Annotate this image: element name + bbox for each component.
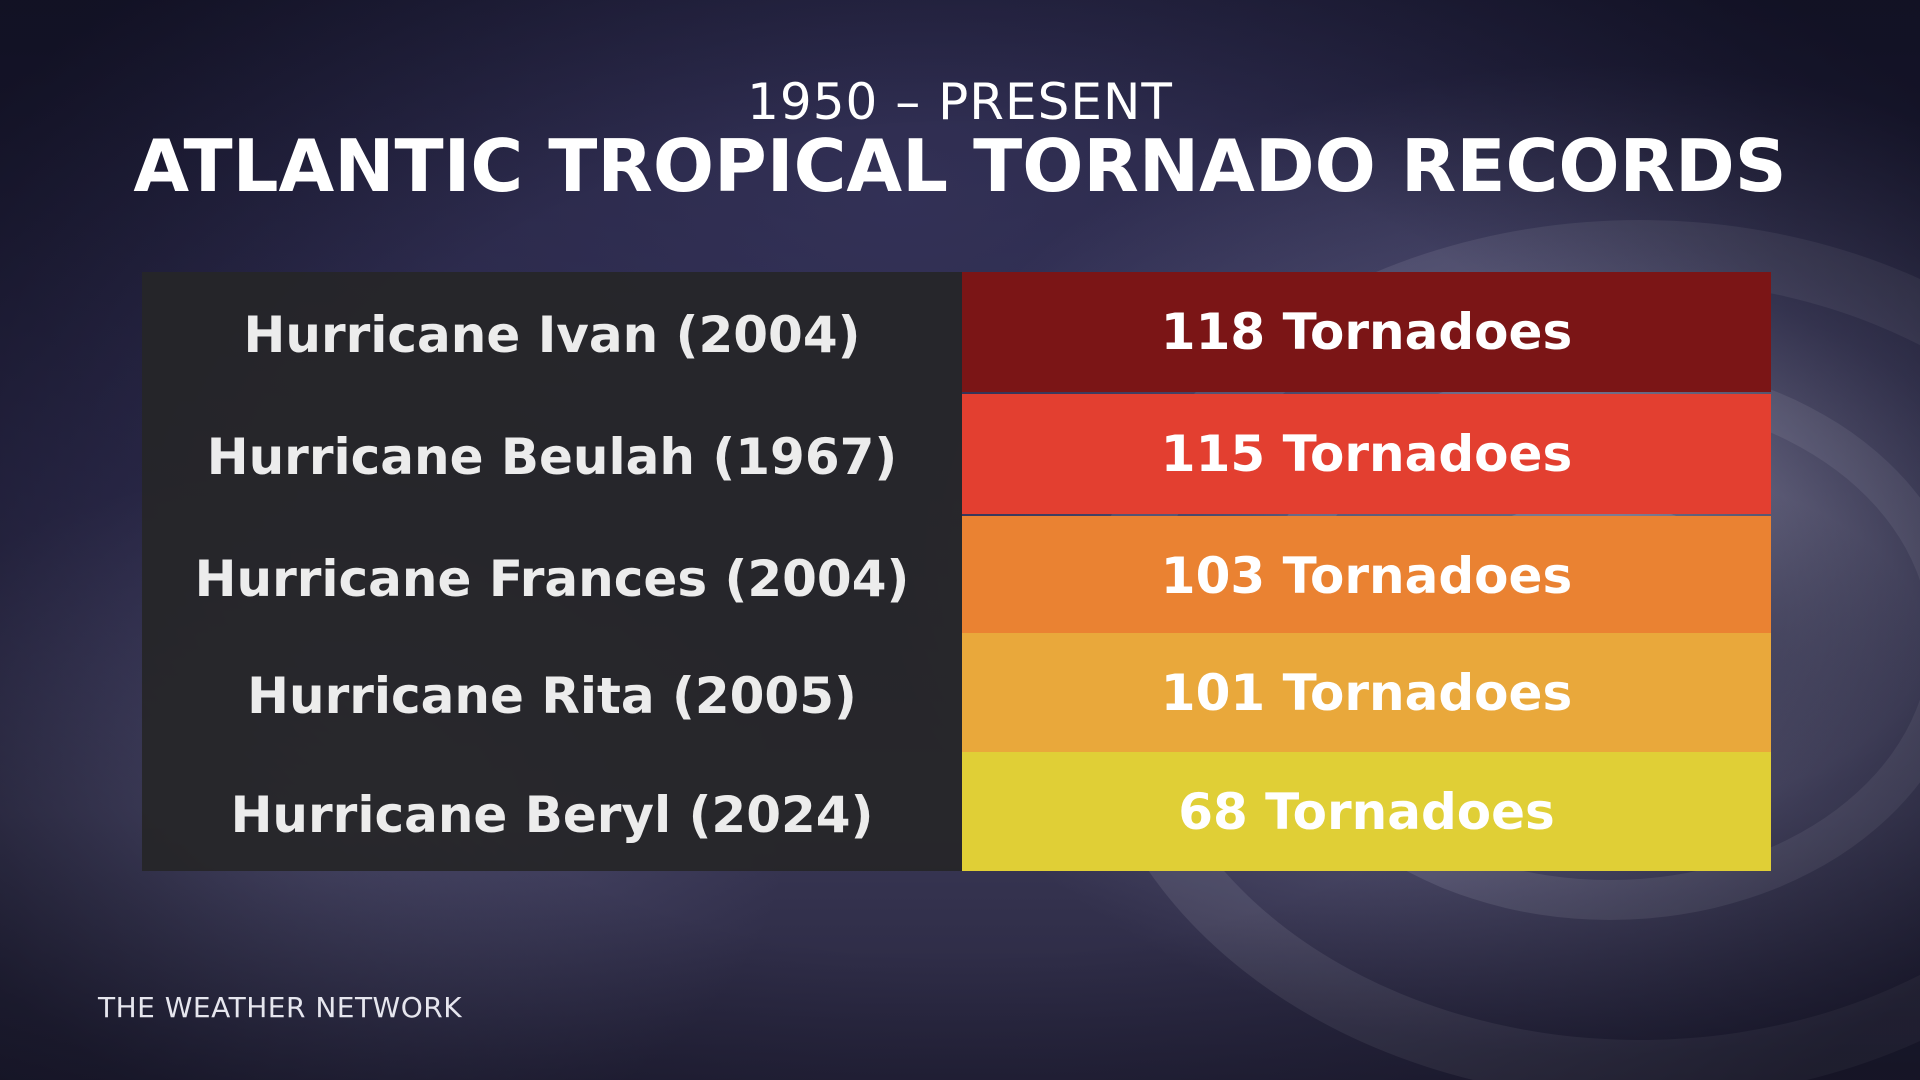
hurricane-name-cell: Hurricane Beryl (2024) [230, 786, 874, 844]
tornado-count-cell: 101 Tornadoes [962, 633, 1771, 753]
names-panel [142, 272, 962, 871]
hurricane-name-cell: Hurricane Frances (2004) [194, 550, 910, 608]
tornado-count-cell: 118 Tornadoes [962, 272, 1771, 392]
tornado-count-cell: 115 Tornadoes [962, 394, 1771, 514]
chart-title: ATLANTIC TROPICAL TORNADO RECORDS [133, 124, 1787, 208]
network-brand: THE WEATHER NETWORK [98, 991, 463, 1024]
tornado-count-cell: 103 Tornadoes [962, 516, 1771, 636]
hurricane-name-cell: Hurricane Beulah (1967) [206, 428, 898, 486]
hurricane-name-cell: Hurricane Rita (2005) [247, 667, 857, 725]
chart-subtitle: 1950 – PRESENT [747, 73, 1173, 131]
hurricane-name-cell: Hurricane Ivan (2004) [243, 306, 861, 364]
tornado-count-cell: 68 Tornadoes [962, 752, 1771, 871]
records-table: 118 Tornadoes Hurricane Ivan (2004) 115 To… [142, 272, 1771, 871]
